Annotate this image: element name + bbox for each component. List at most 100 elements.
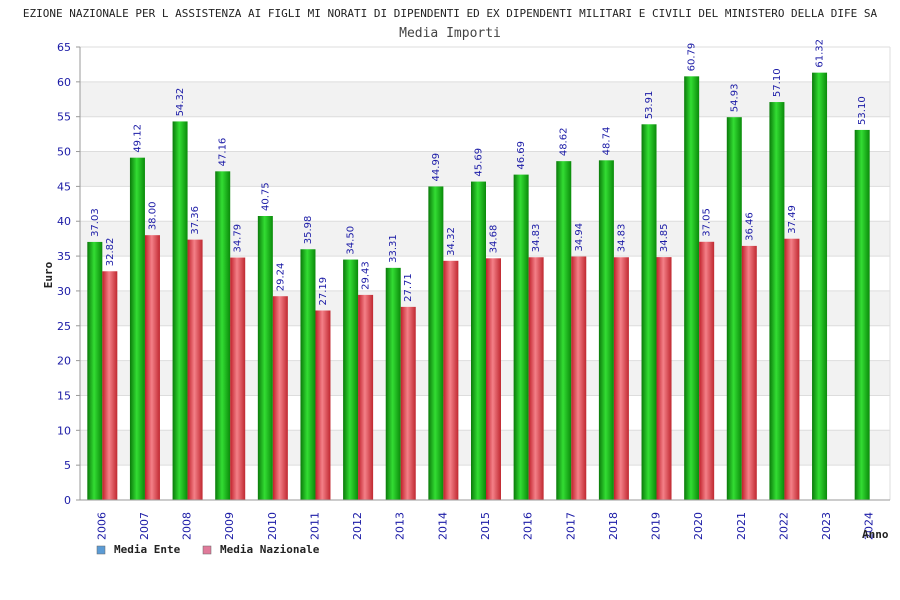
bar-media-ente-2008 <box>172 121 188 500</box>
x-tick-label: 2007 <box>138 512 151 540</box>
value-label: 44.99 <box>431 153 442 182</box>
value-label: 34.83 <box>531 224 542 253</box>
bar-media-nazionale-2012 <box>358 294 374 500</box>
value-label: 34.85 <box>659 223 670 252</box>
x-tick-label: 2024 <box>863 512 876 540</box>
x-tick-label: 2018 <box>607 512 620 540</box>
bar-media-nazionale-2021 <box>741 245 757 500</box>
value-label: 36.46 <box>744 212 755 241</box>
bar-media-nazionale-2016 <box>528 257 544 500</box>
value-label: 33.31 <box>388 234 399 263</box>
x-axis-label: Anno <box>862 528 889 541</box>
bar-media-nazionale-2013 <box>400 306 416 500</box>
x-tick-label: 2008 <box>181 512 194 540</box>
y-tick-label: 0 <box>64 494 71 507</box>
bar-media-ente-2011 <box>300 249 316 500</box>
x-axis-ticks: 2006 2007 2008 2009 2010 2011 2012 2013 2014 2015… <box>95 512 875 540</box>
value-label: 34.83 <box>616 224 627 253</box>
value-label: 48.74 <box>601 127 612 156</box>
value-label: 46.69 <box>516 141 527 170</box>
value-label: 34.94 <box>574 223 585 252</box>
x-tick-label: 2021 <box>735 512 748 540</box>
value-label: 54.32 <box>175 88 186 117</box>
bar-media-ente-2015 <box>471 181 486 500</box>
bar-media-nazionale-2008 <box>187 239 203 501</box>
bar-media-nazionale-2022 <box>784 238 800 500</box>
value-label: 32.82 <box>105 238 116 267</box>
x-tick-label: 2015 <box>479 512 492 540</box>
bar-media-nazionale-2011 <box>315 310 331 500</box>
legend-label-media-ente: Media Ente <box>114 543 181 556</box>
x-tick-label: 2010 <box>266 512 279 540</box>
chart-subtitle: Media Importi <box>399 26 501 41</box>
x-tick-label: 2012 <box>351 512 364 540</box>
value-label: 29.24 <box>275 263 286 292</box>
y-tick-label: 35 <box>57 250 71 263</box>
bar-media-nazionale-2014 <box>443 260 459 500</box>
bar-media-nazionale-2018 <box>613 257 629 500</box>
bar-media-ente-2012 <box>343 259 359 500</box>
bar-media-ente-2010 <box>257 216 273 500</box>
y-tick-label: 5 <box>64 459 71 472</box>
y-tick-label: 50 <box>57 146 71 159</box>
x-tick-label: 2020 <box>692 512 705 540</box>
value-label: 34.79 <box>233 224 244 253</box>
value-label: 27.19 <box>318 277 329 306</box>
bar-media-nazionale-2015 <box>486 258 501 500</box>
x-tick-label: 2019 <box>650 512 663 540</box>
legend-label-media-nazionale: Media Nazionale <box>220 543 320 556</box>
bar-media-ente-2024 <box>854 129 870 501</box>
x-tick-label: 2023 <box>820 512 833 540</box>
x-tick-label: 2017 <box>564 512 577 540</box>
bar-media-nazionale-2006 <box>102 271 118 500</box>
value-label: 29.43 <box>361 261 372 290</box>
y-tick-label: 45 <box>57 180 71 193</box>
bar-media-nazionale-2009 <box>230 257 246 500</box>
value-label: 60.79 <box>687 43 698 72</box>
y-tick-label: 20 <box>57 355 71 368</box>
bar-media-nazionale-2007 <box>144 235 160 500</box>
bar-media-ente-2017 <box>556 161 572 500</box>
value-label: 57.10 <box>772 68 783 97</box>
bar-media-ente-2014 <box>428 186 444 500</box>
bars <box>87 72 870 501</box>
value-label: 61.32 <box>815 39 826 68</box>
legend: Media Ente Media Nazionale <box>96 543 320 556</box>
bar-media-ente-2023 <box>812 72 828 501</box>
y-tick-label: 10 <box>57 424 71 437</box>
bar-media-ente-2006 <box>87 241 103 500</box>
y-tick-label: 55 <box>57 111 71 124</box>
value-label: 54.93 <box>729 84 740 113</box>
value-label: 34.68 <box>489 225 500 254</box>
value-label: 53.10 <box>857 96 868 125</box>
value-label: 34.50 <box>346 226 357 255</box>
value-label: 53.91 <box>644 91 655 120</box>
bar-media-ente-2021 <box>726 117 742 501</box>
bar-media-nazionale-2020 <box>699 241 715 501</box>
bar-media-ente-2016 <box>513 174 529 500</box>
bar-media-nazionale-2010 <box>272 296 288 500</box>
grid-band <box>80 151 890 187</box>
chart-title: EZIONE NAZIONALE PER L ASSISTENZA AI FIG… <box>23 7 878 20</box>
value-label: 49.12 <box>132 124 143 153</box>
value-label: 38.00 <box>147 202 158 231</box>
bar-media-ente-2009 <box>215 171 231 501</box>
y-tick-label: 65 <box>57 41 71 54</box>
y-tick-label: 15 <box>57 389 71 402</box>
x-tick-label: 2022 <box>777 512 790 540</box>
bar-media-ente-2007 <box>129 157 145 500</box>
value-label: 37.36 <box>190 206 201 235</box>
value-label: 27.71 <box>403 273 414 302</box>
y-tick-label: 60 <box>57 76 71 89</box>
value-label: 37.05 <box>702 208 713 237</box>
bar-media-nazionale-2017 <box>571 256 587 500</box>
value-label: 35.98 <box>303 216 314 245</box>
bar-media-ente-2018 <box>598 160 614 500</box>
bar-media-ente-2022 <box>769 102 785 501</box>
x-tick-label: 2016 <box>522 512 535 540</box>
bar-media-ente-2020 <box>684 76 700 501</box>
y-tick-label: 40 <box>57 215 71 228</box>
y-tick-label: 30 <box>57 285 71 298</box>
x-tick-label: 2009 <box>223 512 236 540</box>
